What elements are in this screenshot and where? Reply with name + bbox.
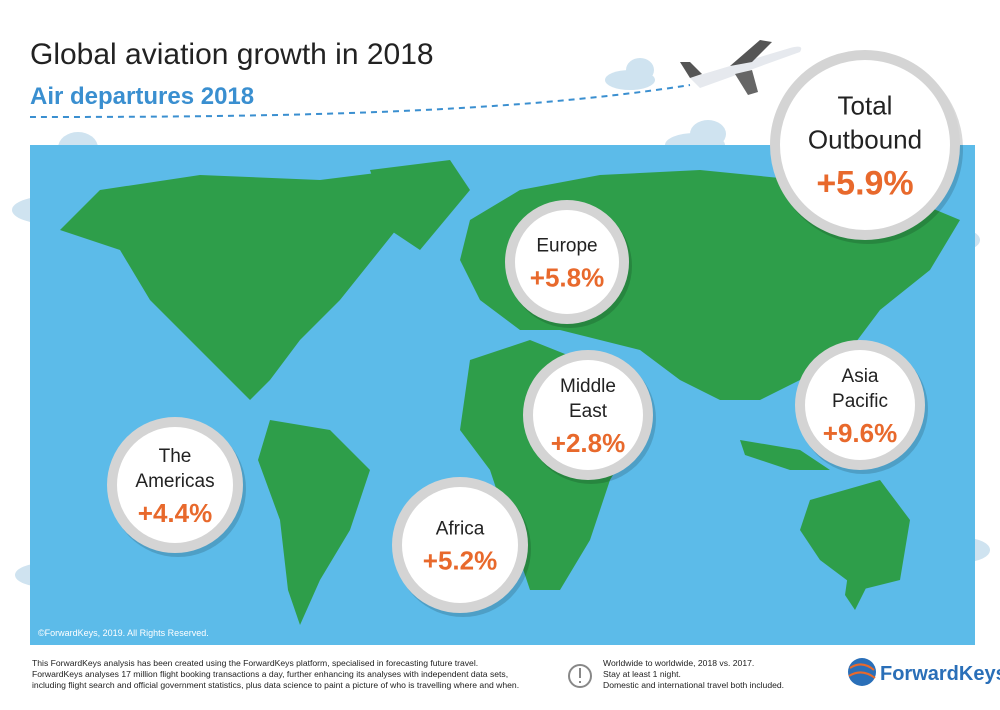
region-value: +2.8% xyxy=(551,428,625,458)
flight-path xyxy=(29,84,691,118)
region-value: +9.6% xyxy=(823,418,897,448)
logo: ForwardKeys xyxy=(848,658,1000,686)
region-value: +4.4% xyxy=(138,498,212,528)
region-name: The xyxy=(159,446,192,467)
badge-ring xyxy=(505,200,629,324)
plane xyxy=(680,40,802,95)
region-name: Pacific xyxy=(832,391,888,412)
footer-line: This ForwardKeys analysis has been creat… xyxy=(32,658,478,668)
region-value: +5.2% xyxy=(423,546,497,576)
region-name: Middle xyxy=(560,376,616,397)
footer-line: Stay at least 1 night. xyxy=(603,669,681,679)
badge-ring xyxy=(523,350,653,480)
region-name: Africa xyxy=(436,519,485,540)
region-name: Asia xyxy=(842,366,879,387)
footer-line: including flight search and official gov… xyxy=(32,680,519,690)
subtitle: Air departures 2018 xyxy=(30,83,254,110)
info-icon xyxy=(568,664,592,688)
footer-line: Worldwide to worldwide, 2018 vs. 2017. xyxy=(603,658,754,668)
footer-line: Domestic and international travel both i… xyxy=(603,680,784,690)
badge-ring xyxy=(392,477,528,613)
region-name: Outbound xyxy=(808,124,922,154)
logo-text: ForwardKeys xyxy=(880,663,1000,685)
title: Global aviation growth in 2018 xyxy=(30,38,434,71)
footer-line: ForwardKeys analyses 17 million flight b… xyxy=(32,669,508,679)
region-value: +5.9% xyxy=(816,164,913,202)
region-value: +5.8% xyxy=(530,263,604,293)
region-name: Americas xyxy=(135,471,214,492)
badge-ring xyxy=(795,340,925,470)
copyright: ©ForwardKeys, 2019. All Rights Reserved. xyxy=(38,628,209,638)
badge-ring xyxy=(770,50,960,240)
region-name: Europe xyxy=(536,236,597,257)
badge-ring xyxy=(107,417,243,553)
region-name: Total xyxy=(838,91,893,121)
region-name: East xyxy=(569,401,608,422)
footer-notes: This ForwardKeys analysis has been creat… xyxy=(32,658,519,690)
footer-conditions: Worldwide to worldwide, 2018 vs. 2017.St… xyxy=(603,658,784,690)
